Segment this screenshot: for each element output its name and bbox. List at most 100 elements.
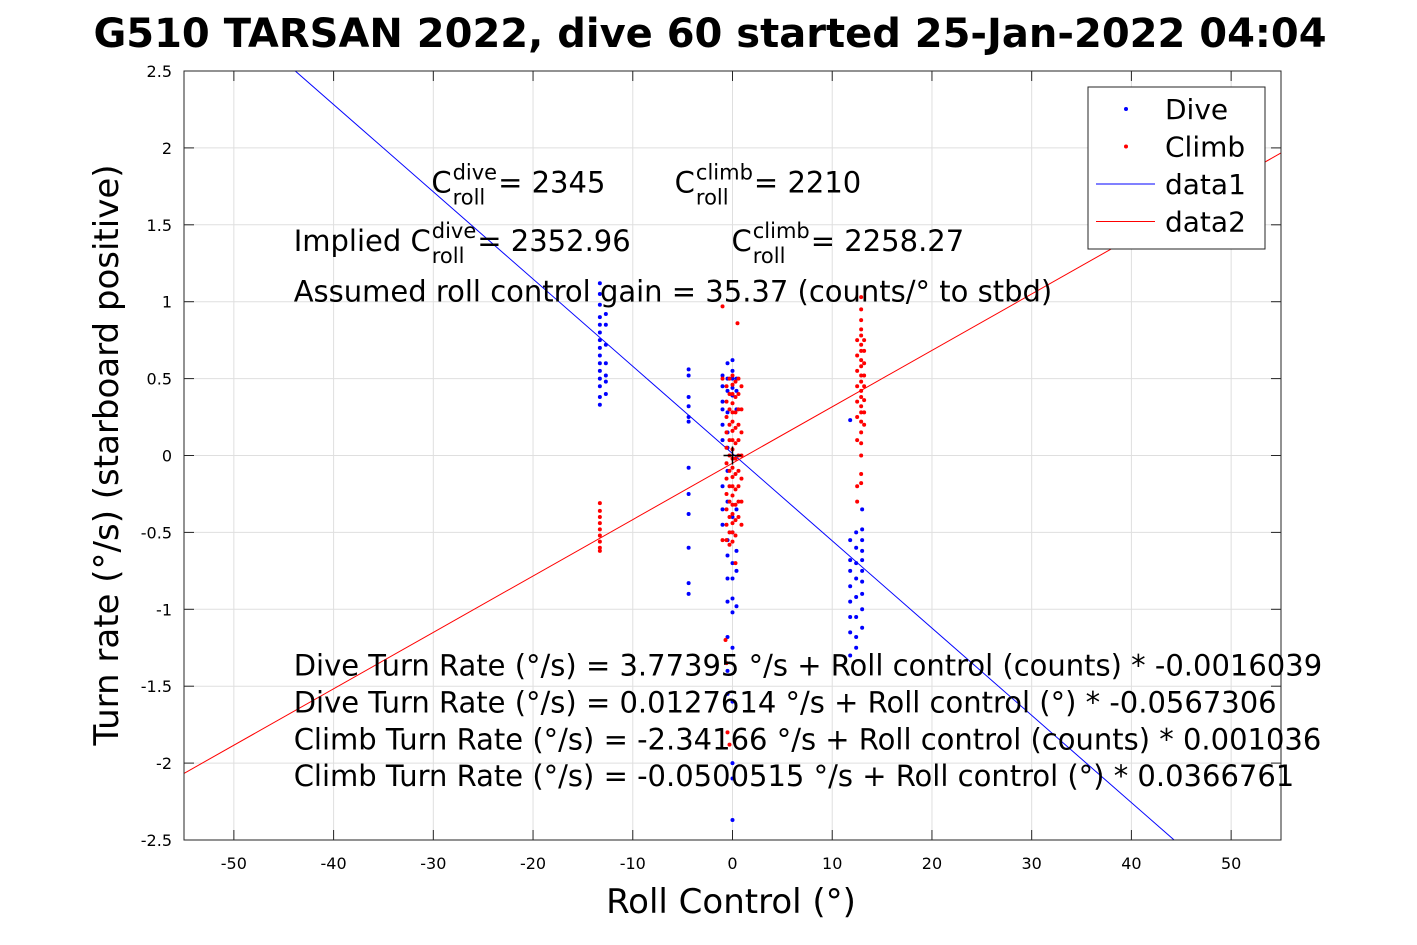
annotation-superscript: climb [696,161,753,185]
climb-point [739,522,744,527]
climb-point [739,407,744,412]
dive-point [730,368,735,373]
legend-label: Dive [1165,93,1228,126]
climb-point [859,388,864,393]
climb-point [859,295,864,300]
dive-point [597,353,602,358]
dive-point [848,614,853,619]
dive-point [725,634,730,639]
x-tick-label: -10 [620,854,646,873]
x-tick-label: 50 [1221,854,1241,873]
dive-point [597,345,602,350]
dive-point [597,322,602,327]
dive-point [597,315,602,320]
legend-label: data2 [1165,206,1246,239]
climb-point [730,475,735,480]
dive-point [686,491,691,496]
x-tick-label: 0 [727,854,737,873]
climb-point [859,342,864,347]
climb-point [859,318,864,323]
annotation-value: = 2258.27 [811,224,964,258]
dive-point [597,330,602,335]
dive-point [860,625,865,630]
climb-point [597,527,602,532]
x-tick-label: 40 [1121,854,1141,873]
annotation-superscript: dive [453,161,498,185]
dive-point [854,530,859,535]
climb-point [736,468,741,473]
climb-point [736,391,741,396]
climb-point [730,410,735,415]
y-tick-label: 0 [162,447,172,466]
y-tick-label: 0.5 [147,370,172,389]
dive-point [603,361,608,366]
dive-point [686,395,691,400]
climb-point [733,487,738,492]
dive-point [686,581,691,586]
climb-point [862,361,867,366]
dive-point [734,568,739,573]
climb-point [730,401,735,406]
climb-point [859,307,864,312]
dive-point [725,691,730,696]
climb-point [730,382,735,387]
annotation-text: C [431,166,451,200]
climb-point [859,471,864,476]
dive-point [597,338,602,343]
x-tick-label: 10 [822,854,842,873]
dive-point [860,507,865,512]
dive-point [603,322,608,327]
x-tick-label: 30 [1022,854,1042,873]
y-tick-label: -2 [156,754,172,773]
dive-point [597,376,602,381]
legend-label: Climb [1165,131,1245,164]
climb-point [739,384,744,389]
climb-point [727,468,732,473]
annotation-subscript: roll [432,244,465,268]
dive-point [854,645,859,650]
climb-point [859,430,864,435]
climb-point [736,376,741,381]
climb-point [727,438,732,443]
climb-point [724,430,729,435]
annotation: Assumed roll control gain = 35.37 (count… [294,275,1053,309]
climb-point [859,453,864,458]
climb-point [735,321,740,326]
dive-point [603,312,608,317]
climb-point [597,545,602,550]
annotation-value: = 2345 [498,166,605,200]
y-tick-label: -0.5 [141,523,172,542]
dive-point [597,384,602,389]
dive-point [725,388,730,393]
climb-point [730,539,735,544]
climb-point [855,438,860,443]
climb-point [720,376,725,381]
dive-point [730,376,735,381]
dive-point [854,614,859,619]
climb-point [733,395,738,400]
dive-point [686,591,691,596]
legend-marker-Climb [1124,144,1128,149]
climb-point [859,333,864,338]
climb-point [855,484,860,489]
dive-point [734,388,739,393]
dive-point [860,591,865,596]
climb-point [859,419,864,424]
climb-point [733,456,738,461]
dive-point [860,579,865,584]
climb-point [725,730,730,735]
dive-point [686,367,691,372]
climb-point [597,508,602,513]
climb-point [736,484,741,489]
climb-point [727,484,732,489]
climb-point [739,476,744,481]
climb-point [862,348,867,353]
y-tick-label: 1.5 [147,216,172,235]
climb-point [739,499,744,504]
annotation-value: = 2210 [754,166,861,200]
climb-point [730,373,735,378]
